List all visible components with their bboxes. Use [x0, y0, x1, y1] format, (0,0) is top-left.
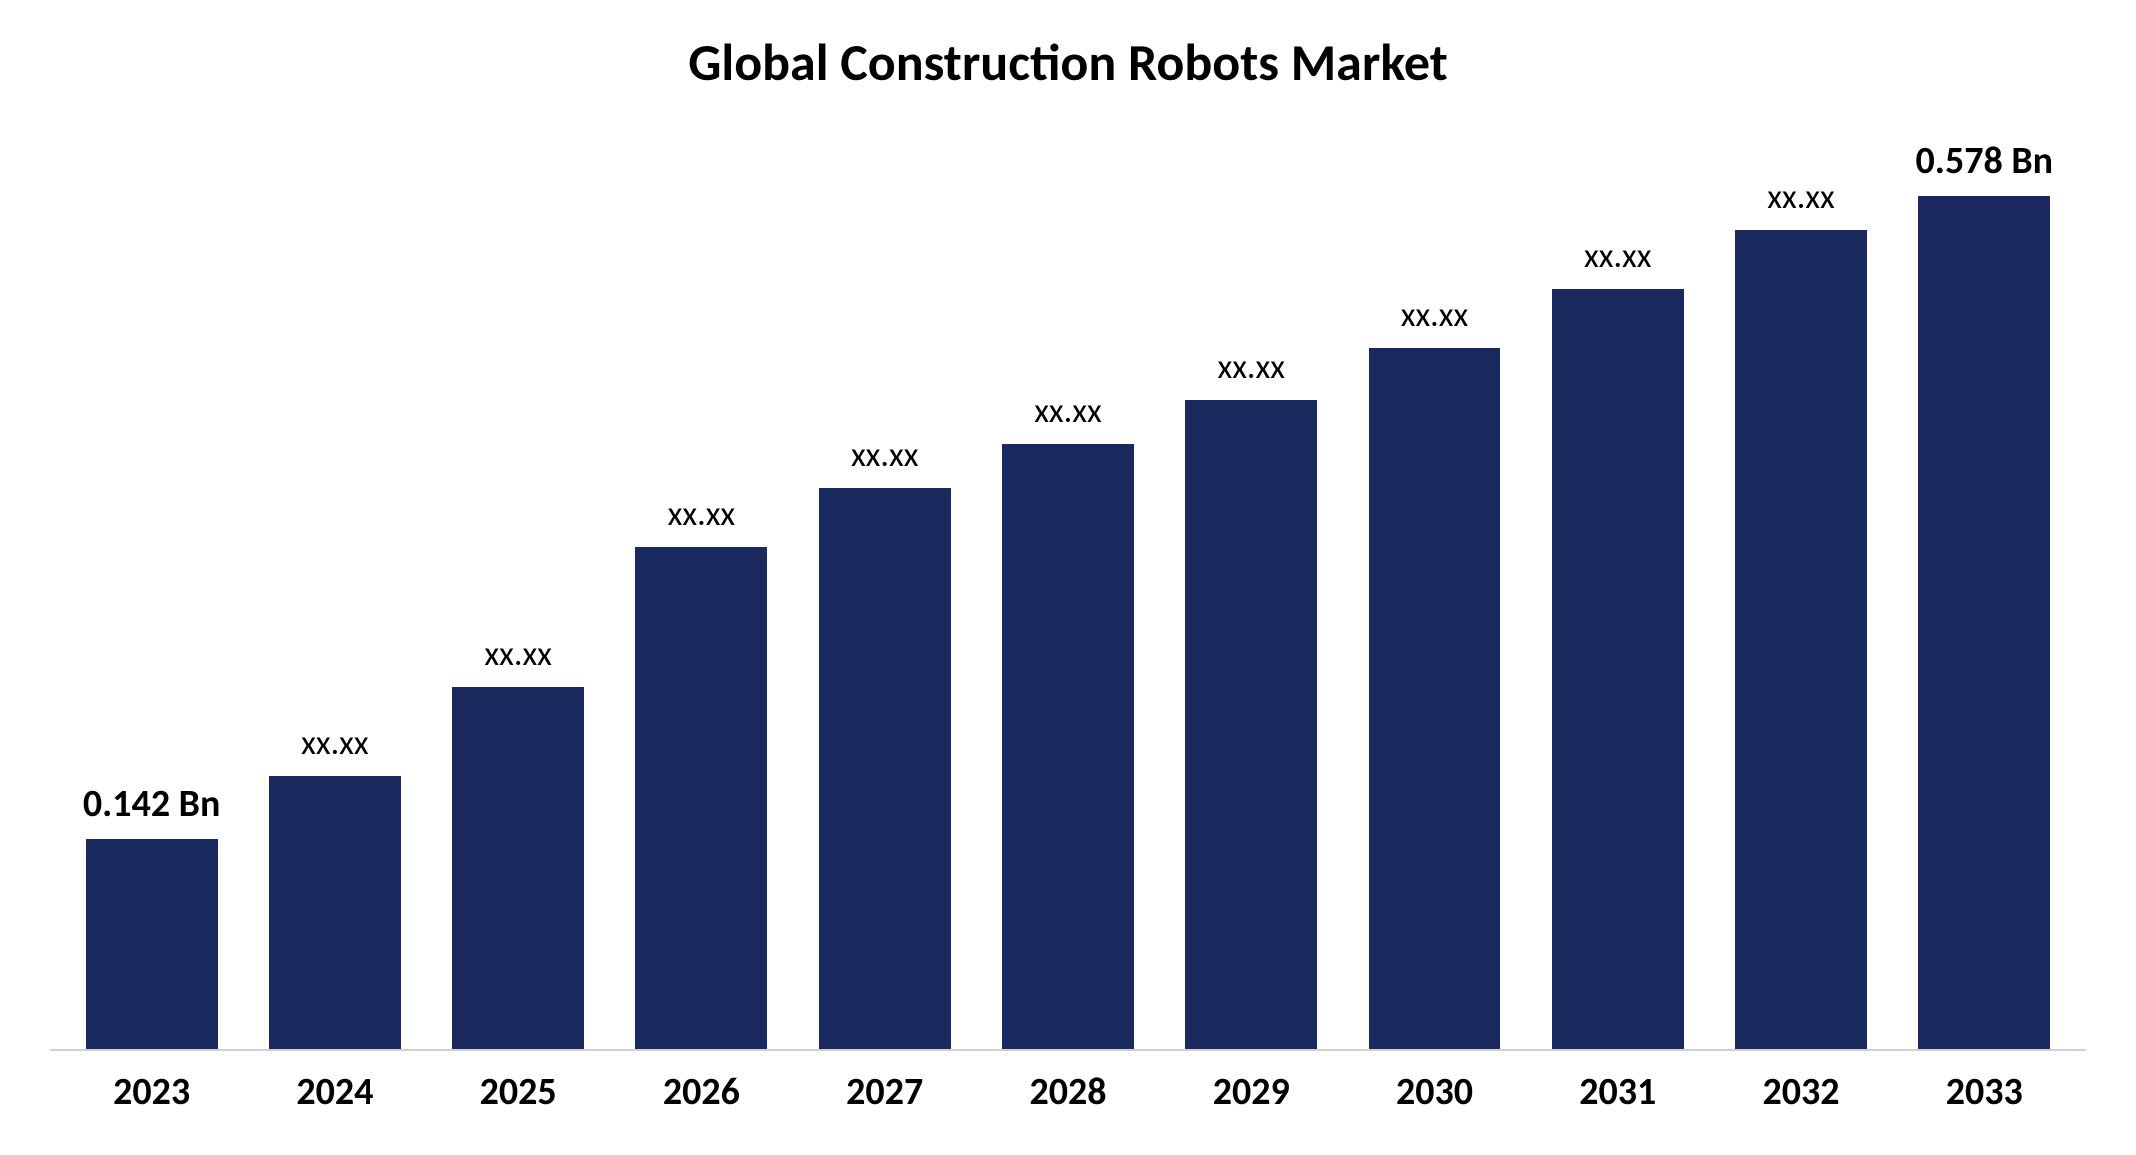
bar-group: xx.xx	[1709, 134, 1892, 1049]
bar-group: xx.xx	[427, 134, 610, 1049]
x-axis-tick: 2030	[1343, 1069, 1526, 1115]
bar	[1002, 444, 1134, 1049]
x-axis-tick: 2031	[1526, 1069, 1709, 1115]
bar-value-label: xx.xx	[668, 494, 736, 535]
x-axis-tick: 2024	[243, 1069, 426, 1115]
chart-container: Global Construction Robots Market 0.142 …	[0, 0, 2136, 1155]
x-axis-tick: 2023	[60, 1069, 243, 1115]
bar	[1369, 348, 1501, 1049]
bar-value-label: xx.xx	[301, 723, 369, 764]
bar	[1918, 196, 2050, 1049]
bar-value-label: xx.xx	[484, 634, 552, 675]
bar-group: xx.xx	[793, 134, 976, 1049]
x-axis-tick: 2029	[1160, 1069, 1343, 1115]
x-axis-tick: 2033	[1893, 1069, 2076, 1115]
bar-group: xx.xx	[976, 134, 1159, 1049]
bar-group: xx.xx	[1160, 134, 1343, 1049]
bar-value-label: 0.578 Bn	[1916, 138, 2053, 184]
bar-value-label: xx.xx	[851, 435, 919, 476]
x-axis-tick: 2027	[793, 1069, 976, 1115]
x-axis-tick: 2032	[1709, 1069, 1892, 1115]
bar-group: xx.xx	[1343, 134, 1526, 1049]
bar	[452, 687, 584, 1049]
bar-group: xx.xx	[243, 134, 426, 1049]
bar-value-label: xx.xx	[1767, 177, 1835, 218]
bar-group: 0.142 Bn	[60, 134, 243, 1049]
chart-title: Global Construction Robots Market	[50, 30, 2086, 94]
bar	[819, 488, 951, 1049]
bar	[1735, 230, 1867, 1049]
bar	[1185, 400, 1317, 1049]
bar-group: 0.578 Bn	[1893, 134, 2076, 1049]
chart-plot-area: 0.142 Bn xx.xx xx.xx xx.xx xx.xx xx.xx xx.xx xx…	[50, 134, 2086, 1051]
x-axis-tick: 2028	[976, 1069, 1159, 1115]
bar-group: xx.xx	[1526, 134, 1709, 1049]
bar-group: xx.xx	[610, 134, 793, 1049]
bar-value-label: 0.142 Bn	[83, 781, 220, 827]
bar-value-label: xx.xx	[1034, 391, 1102, 432]
bar-value-label: xx.xx	[1217, 347, 1285, 388]
bar	[86, 839, 218, 1049]
bar-value-label: xx.xx	[1401, 295, 1469, 336]
bar-value-label: xx.xx	[1584, 236, 1652, 277]
bar	[269, 776, 401, 1049]
x-axis-tick: 2026	[610, 1069, 793, 1115]
bar	[635, 547, 767, 1049]
x-axis: 2023202420252026202720282029203020312032…	[50, 1051, 2086, 1115]
x-axis-tick: 2025	[427, 1069, 610, 1115]
bar	[1552, 289, 1684, 1049]
